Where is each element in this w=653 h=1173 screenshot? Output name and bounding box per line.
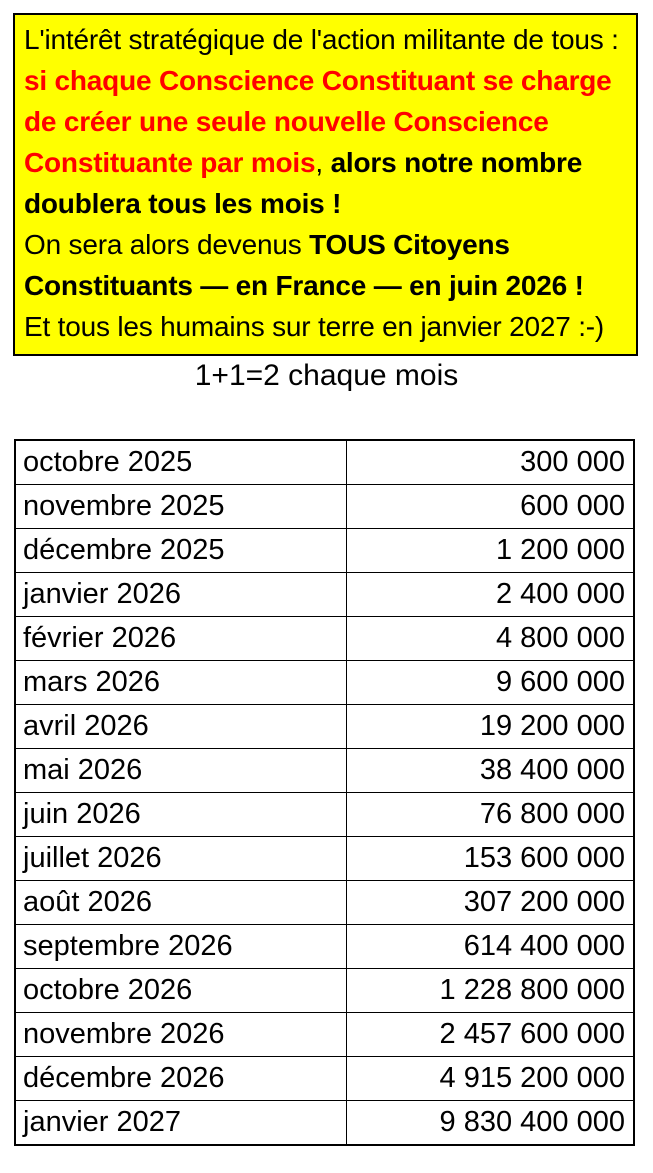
table-row: mai 2026 38 400 000 [14, 748, 635, 793]
table-row: janvier 2027 9 830 400 000 [14, 1100, 635, 1146]
banner-text-segment: , [315, 147, 331, 178]
value-cell: 307 200 000 [346, 880, 635, 925]
value-cell: 9 600 000 [346, 660, 635, 705]
value-cell: 4 800 000 [346, 616, 635, 661]
month-cell: décembre 2026 [14, 1056, 347, 1101]
banner-line: Constituants — en France — en juin 2026 … [24, 265, 627, 306]
value-cell: 600 000 [346, 484, 635, 529]
banner-text-segment: Et tous les humains sur terre en janvier… [24, 311, 605, 342]
banner-line: doublera tous les mois ! [24, 183, 627, 224]
month-cell: juin 2026 [14, 792, 347, 837]
table-row: avril 2026 19 200 000 [14, 704, 635, 749]
banner-line: Constituante par mois, alors notre nombr… [24, 142, 627, 183]
banner-text-segment: doublera tous les mois ! [24, 188, 342, 219]
table-row: novembre 2026 2 457 600 000 [14, 1012, 635, 1057]
banner-text-segment: de créer une seule nouvelle Conscience [24, 106, 549, 137]
value-cell: 300 000 [346, 439, 635, 485]
banner-line: Et tous les humains sur terre en janvier… [24, 306, 627, 347]
value-cell: 1 228 800 000 [346, 968, 635, 1013]
banner-text-segment: TOUS Citoyens [309, 229, 510, 260]
month-cell: mars 2026 [14, 660, 347, 705]
table-row: juin 2026 76 800 000 [14, 792, 635, 837]
value-cell: 1 200 000 [346, 528, 635, 573]
month-cell: août 2026 [14, 880, 347, 925]
banner-line: On sera alors devenus TOUS Citoyens [24, 224, 627, 265]
table-row: février 2026 4 800 000 [14, 616, 635, 661]
month-cell: juillet 2026 [14, 836, 347, 881]
value-cell: 153 600 000 [346, 836, 635, 881]
banner-text-segment: L'intérêt stratégique de l'action milita… [24, 24, 619, 55]
table-row: décembre 2025 1 200 000 [14, 528, 635, 573]
month-cell: décembre 2025 [14, 528, 347, 573]
month-cell: avril 2026 [14, 704, 347, 749]
month-cell: février 2026 [14, 616, 347, 661]
table-row: décembre 2026 4 915 200 000 [14, 1056, 635, 1101]
value-cell: 2 457 600 000 [346, 1012, 635, 1057]
month-cell: mai 2026 [14, 748, 347, 793]
growth-table-body: octobre 2025 300 000 novembre 2025 600 000 d… [14, 439, 635, 1146]
value-cell: 9 830 400 000 [346, 1100, 635, 1146]
month-cell: octobre 2026 [14, 968, 347, 1013]
banner-text-segment: Constituants — en France — en juin 2026 … [24, 270, 584, 301]
banner-text-segment: Constituante par mois [24, 147, 316, 178]
table-row: novembre 2025 600 000 [14, 484, 635, 529]
table-row: août 2026 307 200 000 [14, 880, 635, 925]
month-cell: janvier 2027 [14, 1100, 347, 1146]
table-row: juillet 2026 153 600 000 [14, 836, 635, 881]
table-row: janvier 2026 2 400 000 [14, 572, 635, 617]
month-cell: novembre 2025 [14, 484, 347, 529]
value-cell: 2 400 000 [346, 572, 635, 617]
banner-text-segment: alors notre nombre [330, 147, 583, 178]
month-cell: octobre 2025 [14, 439, 347, 485]
growth-projection-table: octobre 2025 300 000 novembre 2025 600 000 d… [14, 439, 635, 1146]
value-cell: 4 915 200 000 [346, 1056, 635, 1101]
month-cell: novembre 2026 [14, 1012, 347, 1057]
monthly-doubling-heading: 1+1=2 chaque mois [194, 359, 459, 392]
value-cell: 76 800 000 [346, 792, 635, 837]
banner-line: de créer une seule nouvelle Conscience [24, 101, 627, 142]
table-row: mars 2026 9 600 000 [14, 660, 635, 705]
banner-text-segment: On sera alors devenus [24, 229, 310, 260]
month-cell: janvier 2026 [14, 572, 347, 617]
value-cell: 19 200 000 [346, 704, 635, 749]
value-cell: 614 400 000 [346, 924, 635, 969]
table-row: septembre 2026 614 400 000 [14, 924, 635, 969]
strategy-banner: L'intérêt stratégique de l'action milita… [13, 13, 638, 356]
banner-text-segment: si chaque Conscience Constituant se char… [24, 65, 612, 96]
table-row: octobre 2026 1 228 800 000 [14, 968, 635, 1013]
banner-line: si chaque Conscience Constituant se char… [24, 60, 627, 101]
value-cell: 38 400 000 [346, 748, 635, 793]
table-row: octobre 2025 300 000 [14, 439, 635, 485]
month-cell: septembre 2026 [14, 924, 347, 969]
banner-line: L'intérêt stratégique de l'action milita… [24, 19, 627, 60]
